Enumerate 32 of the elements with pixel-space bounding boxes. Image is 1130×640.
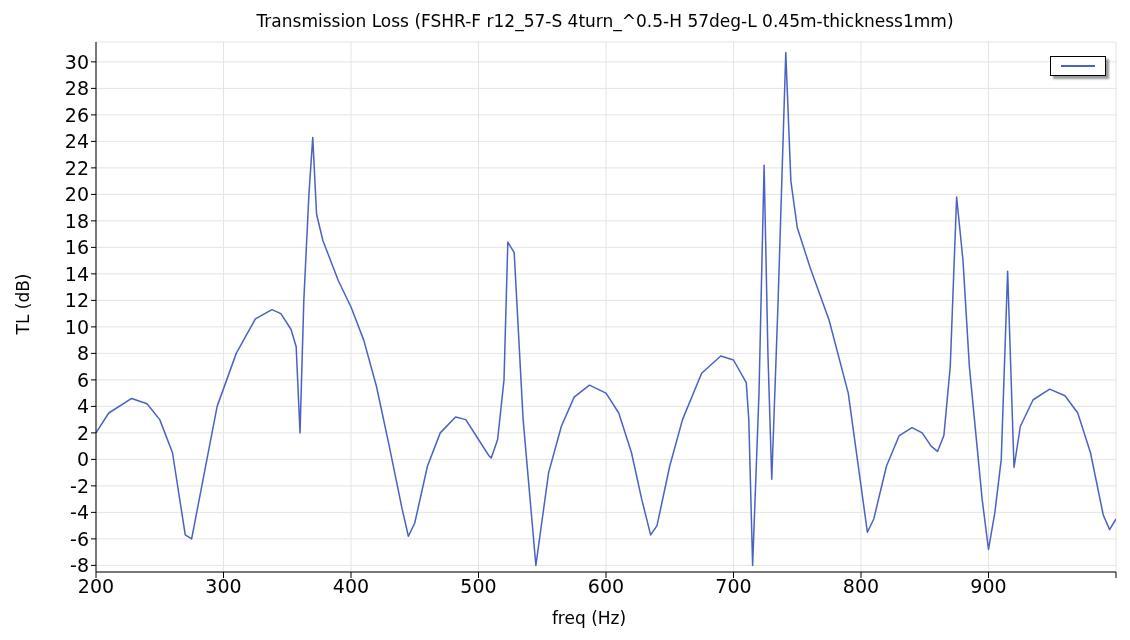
y-tick-label: -2	[70, 474, 89, 497]
chart-title: Transmission Loss (FSHR-F r12_57-S 4turn_^0.5-H 57deg-L 0.45m-thickness1mm)	[255, 10, 955, 34]
x-tick-label: 200	[77, 575, 115, 598]
y-tick-label: 26	[64, 103, 89, 126]
y-tick-label: 6	[76, 368, 89, 391]
y-tick-label: -8	[70, 554, 89, 577]
y-tick-label: 24	[64, 130, 89, 153]
x-tick-label: 800	[842, 575, 880, 598]
x-tick-label: 400	[332, 575, 370, 598]
x-axis-title: freq (Hz)	[550, 608, 628, 628]
x-tick-label: 500	[460, 575, 497, 598]
y-tick-label: 18	[64, 209, 89, 232]
x-tick-label: 300	[205, 575, 242, 598]
line-series	[96, 51, 1116, 567]
y-tick-label: 10	[64, 315, 89, 338]
y-tick-label: 30	[64, 50, 89, 73]
y-tick-label: 12	[64, 289, 89, 312]
y-tick-label: -4	[70, 501, 89, 524]
y-tick-label: 0	[76, 448, 89, 471]
x-tick-label: 900	[970, 575, 1007, 598]
y-tick-label: 8	[76, 342, 89, 365]
x-tick-label: 600	[587, 575, 625, 598]
y-tick-label: 4	[76, 395, 89, 418]
y-tick-label: 28	[64, 77, 89, 100]
y-tick-label: 16	[64, 236, 89, 259]
y-tick-label: -6	[70, 527, 89, 550]
x-tick-label: 700	[715, 575, 752, 598]
y-axis-title: TL (dB)	[13, 273, 34, 335]
y-tick-label: 20	[64, 183, 89, 206]
y-tick-label: 2	[76, 421, 89, 444]
y-tick-label: 14	[64, 262, 89, 285]
y-tick-label: 22	[64, 156, 89, 179]
